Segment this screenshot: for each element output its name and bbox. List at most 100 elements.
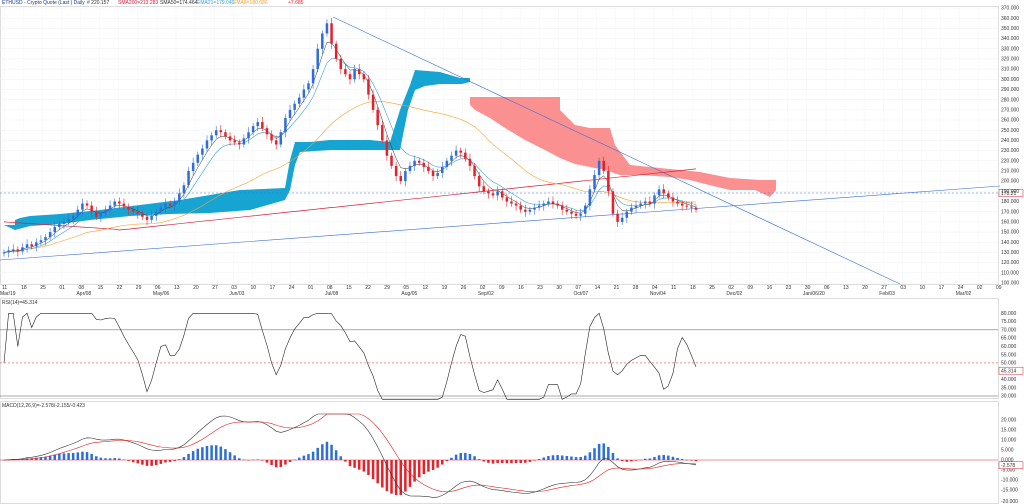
- day-tick-label: 01: [308, 285, 314, 291]
- macd-histogram-bar: [159, 460, 163, 464]
- candle-body: [459, 150, 462, 153]
- macd-histogram-bar: [413, 460, 416, 482]
- day-tick-label: 12: [423, 285, 429, 291]
- candle-body: [21, 247, 24, 252]
- day-tick-label: 29: [136, 285, 142, 291]
- macd-histogram-bar: [104, 458, 107, 460]
- day-tick-label: 08: [327, 285, 333, 291]
- macd-histogram-bar: [477, 459, 481, 460]
- day-tick-label: 20: [862, 285, 868, 291]
- price-tick-label: 100.000: [1001, 281, 1019, 287]
- candle-body: [274, 140, 278, 145]
- macd-histogram-bar: [551, 455, 555, 460]
- candle-body: [427, 166, 430, 171]
- macd-histogram-bar: [597, 443, 601, 460]
- candle-body: [408, 165, 412, 171]
- macd-histogram-bar: [473, 456, 476, 460]
- candle-body: [150, 215, 153, 220]
- candle-body: [48, 232, 52, 238]
- candle-body: [30, 244, 33, 247]
- macd-histogram-bar: [270, 460, 273, 466]
- day-tick-label: 24: [958, 285, 964, 291]
- macd-signal-line: [3, 413, 697, 493]
- candle-body: [182, 185, 186, 194]
- day-tick-label: 22: [117, 285, 123, 291]
- candle-body: [537, 205, 541, 208]
- candle-body: [690, 206, 693, 208]
- price-tick-label: 210.000: [1001, 169, 1019, 175]
- macd-histogram-bar: [62, 453, 66, 460]
- candle-body: [694, 207, 698, 210]
- candle-body: [625, 211, 629, 218]
- candle-body: [639, 203, 642, 206]
- candle-body: [634, 205, 638, 208]
- macd-histogram-bar: [233, 455, 236, 460]
- candle-body: [560, 205, 564, 210]
- macd-histogram-bar: [279, 460, 283, 467]
- day-tick-label: 10: [920, 285, 926, 291]
- macd-histogram-bar: [30, 458, 33, 460]
- candle-body: [593, 175, 596, 190]
- macd-tick-label: 0.000: [1001, 458, 1014, 464]
- day-tick-label: 26: [461, 285, 467, 291]
- candle-body: [353, 69, 356, 80]
- candle-body: [173, 201, 176, 206]
- macd-histogram-bar: [533, 460, 536, 461]
- day-tick-label: 02: [480, 285, 486, 291]
- support-trendline: [0, 185, 1001, 261]
- candle-body: [436, 173, 439, 177]
- macd-histogram-bar: [588, 452, 592, 460]
- macd-histogram-bar: [173, 460, 176, 461]
- price-tick-label: 120.000: [1001, 260, 1019, 266]
- macd-histogram-bar: [616, 458, 619, 460]
- candle-body: [473, 165, 476, 177]
- day-tick-label: 11: [2, 285, 7, 291]
- candle-body: [136, 211, 140, 214]
- day-tick-label: 20: [193, 285, 199, 291]
- candle-body: [214, 130, 218, 136]
- macd-histogram-bar: [187, 453, 190, 460]
- macd-histogram-bar: [48, 455, 52, 460]
- candle-body: [297, 97, 301, 104]
- main-panel-frame: [0, 6, 999, 285]
- candle-body: [339, 58, 343, 70]
- rsi-panel-frame: [0, 298, 999, 399]
- macd-histogram-bar: [353, 460, 356, 468]
- candle-body: [76, 209, 80, 216]
- price-tick-label: 190.000: [1001, 189, 1019, 195]
- macd-histogram-bar: [376, 460, 379, 484]
- macd-label: MACD(12,26,9)=-2.578/-2.155/-0.423: [2, 403, 85, 409]
- macd-histogram-bar: [178, 459, 181, 460]
- macd-histogram-bar: [385, 460, 389, 492]
- day-tick-label: 16: [518, 285, 524, 291]
- macd-histogram-bar: [284, 460, 287, 465]
- candle-body: [574, 213, 578, 216]
- candle-body: [570, 211, 573, 214]
- candle-body: [90, 205, 93, 212]
- day-tick-label: 27: [212, 285, 218, 291]
- macd-histogram-bar: [311, 451, 315, 460]
- macd-histogram-bar: [348, 460, 352, 467]
- candle-body: [482, 186, 486, 192]
- macd-histogram-bar: [224, 449, 227, 460]
- month-tick-label: Mar/02: [956, 291, 972, 297]
- macd-histogram-bar: [514, 460, 518, 463]
- macd-histogram-bar: [95, 456, 98, 460]
- candle-body: [616, 213, 619, 222]
- candle-body: [630, 207, 633, 212]
- macd-histogram-bar: [524, 460, 527, 463]
- price-tick-label: 240.000: [1001, 138, 1019, 144]
- candle-body: [464, 152, 467, 159]
- macd-histogram-bar: [630, 460, 633, 462]
- macd-tick-label: 10.000: [1001, 438, 1017, 444]
- macd-histogram-bar: [500, 460, 504, 464]
- macd-histogram-bar: [491, 460, 495, 464]
- macd-histogram-bar: [67, 453, 70, 460]
- macd-histogram-bar: [85, 452, 89, 460]
- candle-body: [334, 43, 338, 59]
- month-tick-label: Aug/05: [401, 291, 417, 297]
- macd-histogram-bar: [643, 458, 647, 460]
- candle-body: [588, 189, 592, 206]
- candle-body: [657, 189, 661, 196]
- candle-body: [611, 191, 615, 214]
